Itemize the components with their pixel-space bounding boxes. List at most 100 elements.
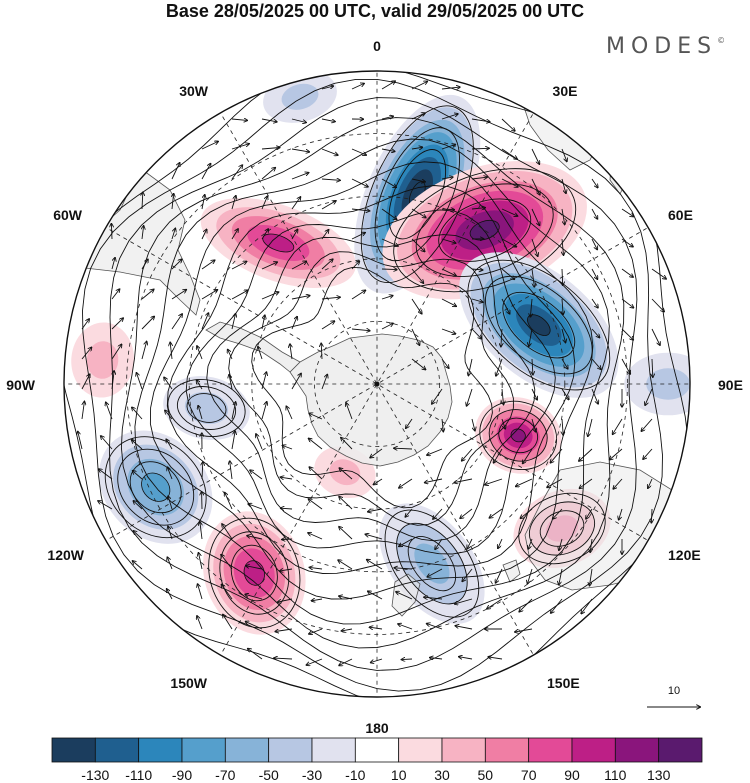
colorbar-swatch-2 [138, 737, 183, 763]
wind-arrow-70 [411, 238, 425, 251]
streamline-4 [166, 185, 576, 574]
wind-arrow-217 [309, 467, 323, 480]
wind-arrow-254 [308, 533, 323, 540]
wind-arrow-28 [171, 163, 180, 180]
wind-arrow-213 [202, 462, 203, 480]
lon-label-150e: 150E [547, 675, 580, 691]
wind-arrow-47 [261, 196, 267, 210]
lon-label-60e: 60E [668, 207, 693, 223]
wind-arrow-261 [528, 538, 533, 549]
wind-arrow-128 [441, 328, 455, 334]
colorbar-tick-label: -30 [302, 767, 322, 783]
wind-arrow-192 [132, 440, 143, 450]
wind-arrow-45 [201, 195, 205, 210]
streamline-19 [467, 259, 611, 391]
streamline-32 [129, 461, 182, 514]
wind-arrow-201 [394, 448, 413, 449]
colorbar-tick-label: 30 [434, 767, 450, 783]
wind-arrow-199 [341, 438, 353, 450]
wind-arrow-147 [468, 358, 473, 375]
wind-arrow-77 [621, 238, 633, 247]
wind-arrow-103 [291, 296, 310, 300]
wind-arrow-114 [621, 298, 633, 308]
wind-arrow-304 [427, 624, 443, 630]
wind-arrow-298 [246, 622, 263, 630]
streamline-28 [384, 509, 480, 618]
wind-arrow-55 [501, 208, 517, 216]
wind-arrow-161 [291, 374, 301, 390]
wind-arrow-5 [231, 119, 247, 120]
wind-arrow-204 [494, 448, 503, 463]
wind-arrow-301 [342, 629, 353, 631]
wind-arrow-74 [531, 238, 538, 256]
lon-label-30w: 30W [179, 83, 209, 99]
wind-arrow-203 [462, 448, 473, 461]
wind-arrow-21 [381, 149, 395, 151]
wind-arrow-65 [261, 229, 268, 240]
wind-arrow-294 [551, 598, 563, 613]
wind-arrow-208 [610, 448, 623, 460]
wind-arrow-3 [411, 82, 427, 90]
colorbar-swatch-11 [528, 737, 573, 763]
wind-arrow-133 [591, 328, 599, 337]
wind-arrow-163 [432, 388, 443, 404]
longitude-labels: 0 30E 60E 90E 120E 150E 180 150W 120W 90… [6, 38, 743, 736]
latitude-circle-1 [251, 258, 503, 510]
colorbar-swatch-14 [658, 737, 703, 763]
wind-arrow-288 [368, 591, 383, 600]
wind-arrow-276 [462, 568, 473, 581]
wind-arrow-71 [441, 238, 456, 243]
wind-arrow-15 [201, 142, 218, 150]
wind-arrow-235 [281, 508, 293, 509]
wind-arrow-63 [201, 230, 207, 240]
meridian-30 [217, 107, 537, 661]
wind-arrow-138 [141, 342, 147, 360]
meridian-150 [217, 107, 537, 661]
wind-arrow-248 [133, 531, 143, 540]
wind-arrow-172 [106, 402, 113, 420]
wind-arrow-52 [411, 208, 426, 218]
wind-arrow-92 [531, 268, 534, 287]
wind-arrow-56 [531, 208, 540, 225]
colorbar-tick-label: 70 [521, 767, 537, 783]
lon-label-150w: 150W [170, 675, 207, 691]
colorbar-tick-label: -90 [172, 767, 192, 783]
wind-arrow-78 [111, 258, 115, 270]
wind-arrow-200 [370, 448, 383, 458]
streamline-1 [228, 251, 514, 526]
anomaly-cell-2 [459, 252, 619, 398]
wind-arrow-275 [427, 568, 443, 577]
colorbar-swatch-8 [398, 737, 443, 763]
wind-arrow-308 [248, 649, 263, 660]
wind-arrow-107 [411, 298, 422, 314]
wind-arrow-146 [441, 358, 449, 368]
anomaly-contour-8-1 [184, 391, 229, 425]
wind-arrow-210 [99, 469, 113, 480]
colorbar-swatch-5 [268, 737, 313, 763]
wind-arrow-225 [547, 478, 563, 487]
wind-arrow-219 [374, 478, 383, 485]
wind-arrow-228 [648, 478, 653, 488]
wind-arrow-220 [399, 478, 413, 488]
wind-arrow-290 [424, 597, 443, 599]
wind-arrow-247 [651, 508, 652, 523]
wind-arrow-144 [321, 344, 322, 360]
wind-arrow-171 [81, 402, 84, 420]
wind-arrow-316 [488, 657, 503, 659]
wind-arrow-97 [111, 289, 120, 300]
wind-arrow-27 [561, 148, 567, 161]
colorbar-tick-label: 90 [564, 767, 580, 783]
wind-arrow-215 [250, 470, 263, 480]
wind-arrow-252 [247, 536, 263, 540]
wind-arrow-4 [441, 87, 460, 89]
lon-label-0: 0 [373, 38, 381, 54]
wind-arrow-118 [141, 317, 154, 330]
lon-label-90w: 90W [6, 377, 36, 393]
wind-arrow-102 [261, 292, 279, 300]
wind-arrow-154 [81, 374, 90, 390]
wind-arrow-206 [551, 448, 563, 463]
wind-arrow-73 [501, 238, 516, 247]
wind-arrow-145 [411, 358, 425, 370]
anomaly-contour-13-1 [646, 368, 690, 400]
wind-arrow-91 [501, 268, 514, 279]
